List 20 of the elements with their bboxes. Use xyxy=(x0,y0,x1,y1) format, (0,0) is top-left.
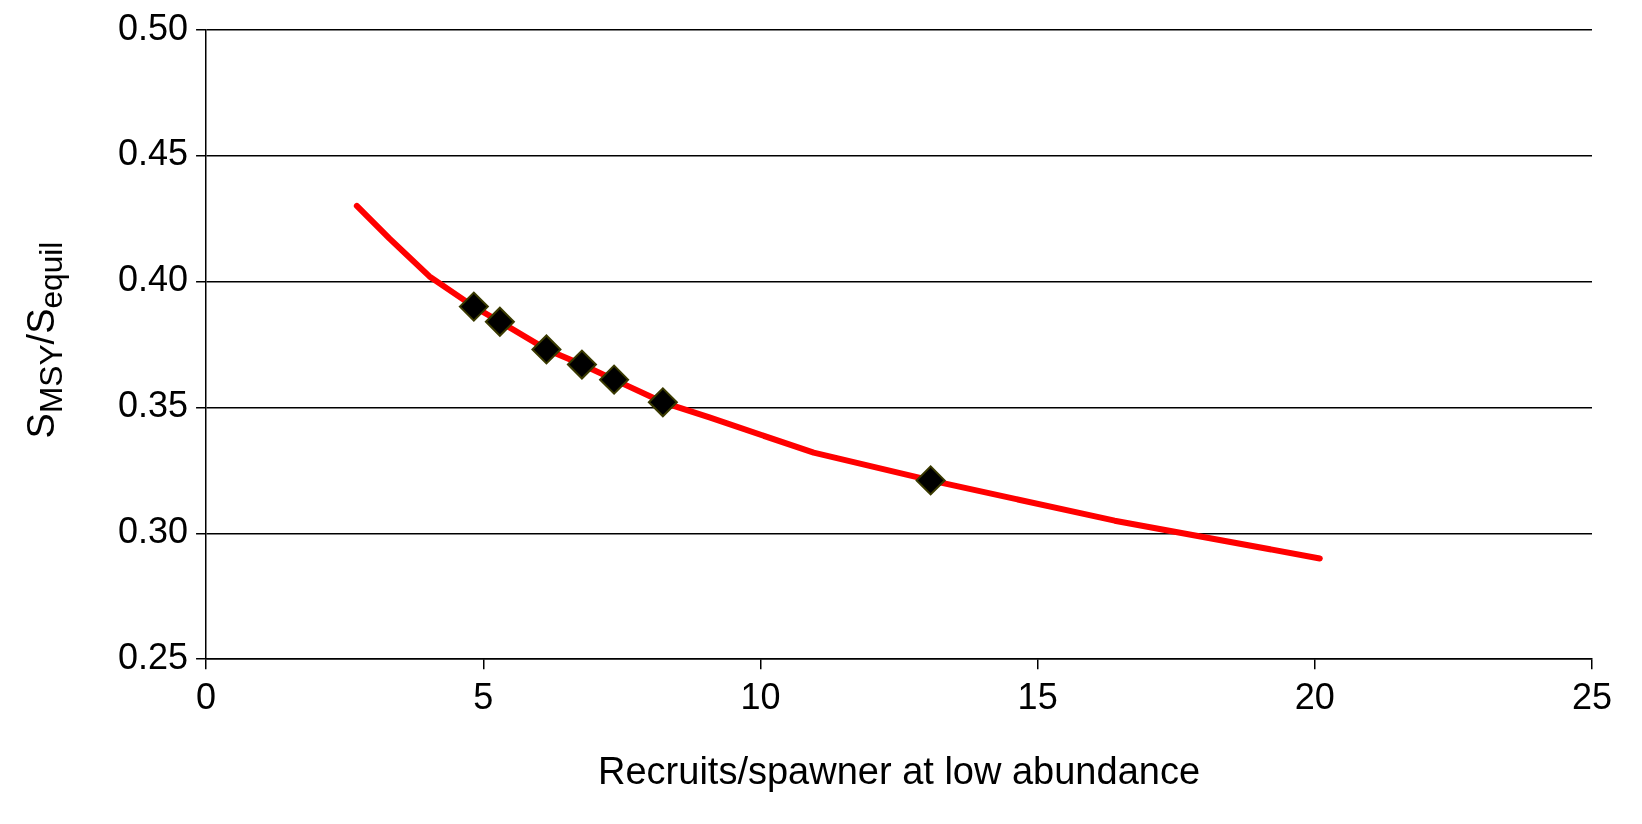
x-tick-label: 10 xyxy=(740,675,781,717)
y-tick-label: 0.45 xyxy=(117,132,189,174)
y-tick-label: 0.40 xyxy=(117,258,189,300)
point xyxy=(647,387,678,418)
y-tick-label: 0.30 xyxy=(117,510,189,552)
x-axis-title: Recruits/spawner at low abundance xyxy=(598,749,1201,792)
y-tick-label: 0.50 xyxy=(117,6,189,48)
x-tick-label: 25 xyxy=(1571,675,1613,717)
y-tick-label: 0.35 xyxy=(117,384,189,426)
point xyxy=(599,364,630,395)
point xyxy=(531,334,562,365)
x-tick-label: 15 xyxy=(1017,675,1058,717)
point xyxy=(458,291,489,322)
x-tick-label: 5 xyxy=(473,675,494,717)
x-tick-label: 20 xyxy=(1294,675,1335,717)
point xyxy=(566,349,597,380)
point xyxy=(484,306,515,337)
y-tick-label: 0.25 xyxy=(117,636,189,678)
x-tick-label: 0 xyxy=(196,675,217,717)
point xyxy=(915,465,946,496)
